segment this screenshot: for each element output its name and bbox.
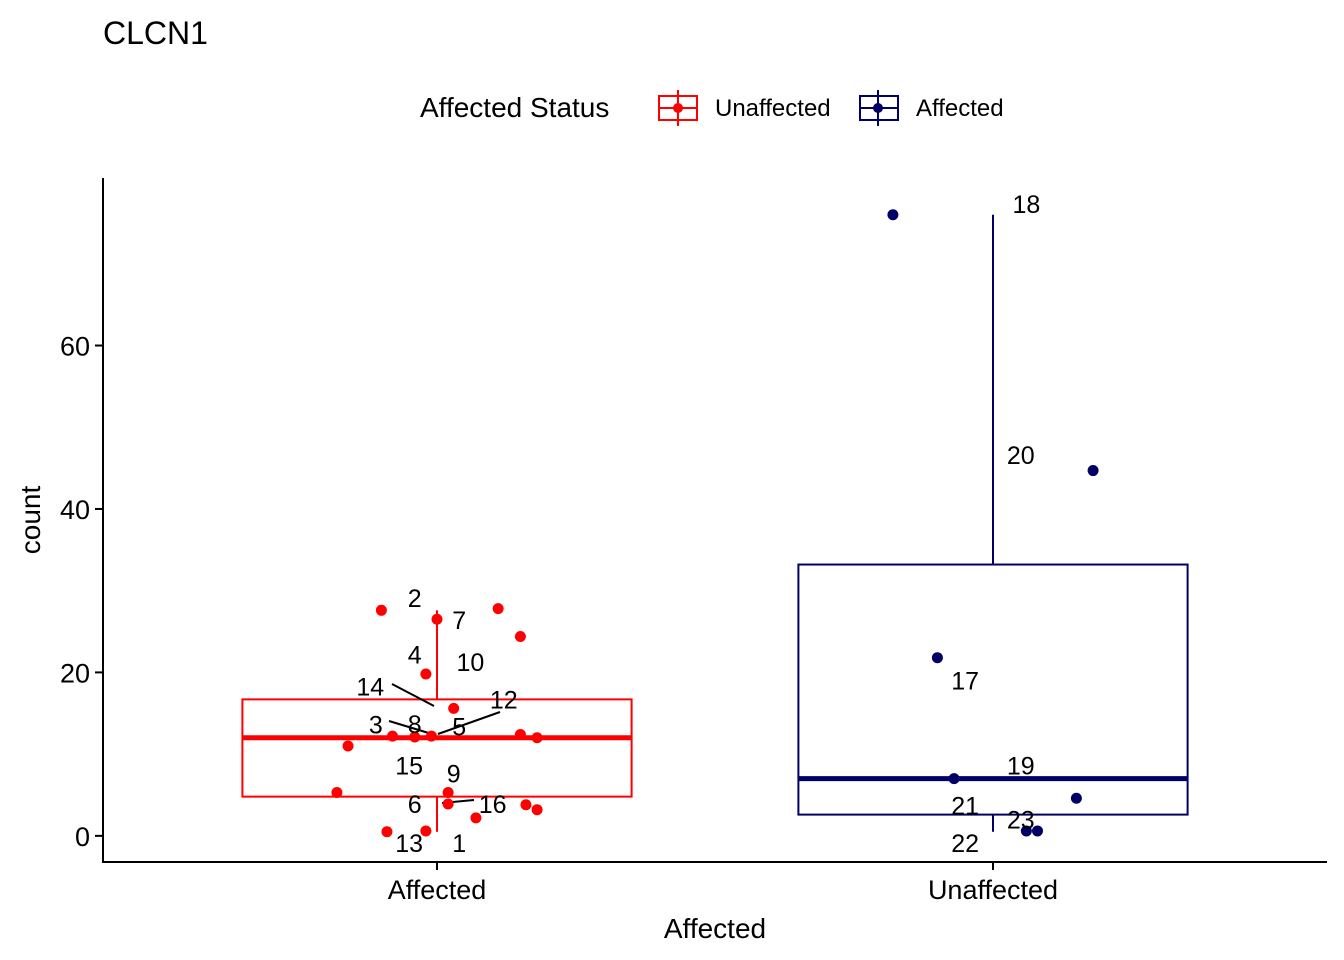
x-tick-label-affected: Affected [388, 875, 487, 905]
point-label: 22 [951, 830, 979, 858]
data-point [887, 209, 899, 221]
point-labels: 2 7 4 10 14 12 3 8 5 15 96 16 13 1 18 20 17 19 21 23 22 [356, 191, 1040, 858]
chart-title: CLCN1 [103, 15, 208, 51]
data-point [492, 603, 504, 615]
point-label: 15 [395, 753, 423, 781]
box-iqr [797, 563, 1189, 816]
data-point [375, 604, 387, 616]
legend-key-affected [859, 90, 899, 126]
y-axis-title: count [15, 486, 46, 555]
label-connectors [388, 683, 501, 804]
y-tick-label-60: 60 [60, 332, 90, 362]
x-tick-label-unaffected: Unaffected [928, 875, 1058, 905]
point-label: 16 [479, 791, 507, 819]
data-point [442, 787, 454, 799]
point-label: 23 [1007, 807, 1035, 835]
data-point [409, 731, 421, 743]
point-label: 17 [951, 668, 979, 696]
data-point [342, 740, 354, 752]
data-point [1020, 825, 1032, 837]
data-point [420, 668, 432, 680]
data-point [331, 787, 343, 799]
legend: Affected Status Unaffected Affected [420, 90, 1004, 126]
point-label: 21 [951, 793, 979, 821]
boxes [241, 214, 1189, 832]
x-axis-title: Affected [664, 913, 766, 944]
x-axis-ticks: Affected Unaffected [388, 862, 1058, 905]
data-point [1031, 825, 1043, 837]
y-tick-label-0: 0 [75, 822, 90, 852]
point-label: 8 [408, 711, 422, 739]
point-label: 2 [408, 585, 422, 613]
data-point [1070, 792, 1082, 804]
data-point [387, 730, 399, 742]
legend-title: Affected Status [420, 92, 609, 123]
data-point [514, 729, 526, 741]
point-label: 12 [490, 686, 518, 714]
point-label: 4 [408, 641, 422, 669]
data-point [448, 702, 460, 714]
legend-key-unaffected [658, 90, 698, 126]
data-point [425, 730, 437, 742]
point-label: 20 [1007, 442, 1035, 470]
data-point [470, 812, 482, 824]
y-tick-label-20: 20 [60, 658, 90, 688]
point-label: 19 [1007, 753, 1035, 781]
data-point [381, 826, 393, 838]
data-point [514, 630, 526, 642]
data-point [442, 798, 454, 810]
legend-label-affected: Affected [916, 95, 1004, 122]
y-tick-label-40: 40 [60, 495, 90, 525]
y-axis-ticks: 0 20 40 60 [60, 332, 103, 852]
data-point [420, 825, 432, 837]
point-label: 5 [452, 713, 466, 741]
box-unaffected [797, 214, 1189, 832]
box-iqr [241, 698, 633, 798]
data-point [531, 732, 543, 744]
point-label: 18 [1012, 191, 1040, 219]
point-label: 10 [456, 649, 484, 677]
data-point [431, 613, 443, 625]
point-label: 14 [356, 673, 384, 701]
data-point [931, 652, 943, 664]
point-label: 9 [447, 761, 461, 789]
legend-label-unaffected: Unaffected [715, 95, 831, 122]
data-point [1087, 465, 1099, 477]
data-point [531, 804, 543, 816]
data-point [520, 799, 532, 811]
point-label: 6 [408, 791, 422, 819]
data-point [948, 773, 960, 785]
point-label: 7 [452, 607, 466, 635]
box-affected [241, 610, 633, 832]
point-label: 3 [369, 712, 383, 740]
point-label: 1 [452, 830, 466, 858]
data-points [331, 209, 1099, 838]
point-label: 13 [395, 830, 423, 858]
